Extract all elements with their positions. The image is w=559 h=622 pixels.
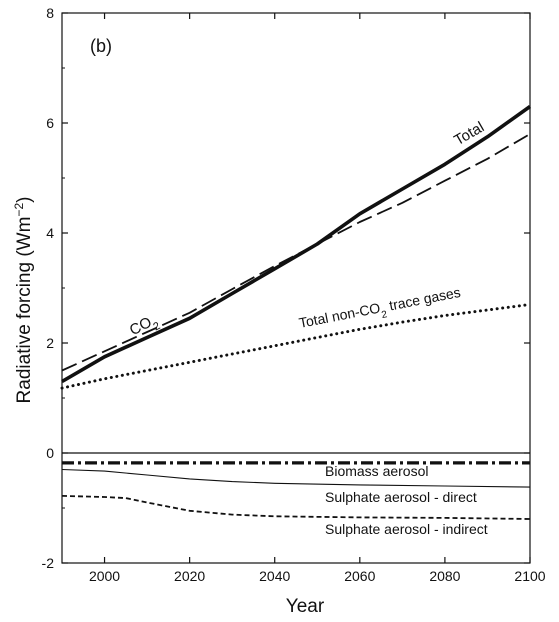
series-line-total-non-co2-trace-gases bbox=[60, 303, 532, 390]
biomass-label: Biomass aerosol bbox=[325, 463, 429, 479]
x-axis-label: Year bbox=[286, 596, 325, 617]
series-layer bbox=[60, 105, 532, 520]
co2-label-sub: 2 bbox=[151, 320, 162, 333]
series-line-sulphate-aerosol-direct bbox=[61, 468, 531, 488]
sulphate-indirect-label: Sulphate aerosol - indirect bbox=[325, 521, 488, 537]
plot-frame bbox=[61, 12, 531, 564]
y-tick-label: 0 bbox=[46, 445, 54, 461]
non-co2-label-post: trace gases bbox=[384, 284, 462, 314]
series-line-total bbox=[61, 105, 532, 384]
non-co2-label: Total non-CO2 trace gases bbox=[298, 284, 463, 336]
y-axis-label-sup: −2 bbox=[12, 203, 26, 217]
x-tick-label: 2020 bbox=[174, 568, 205, 584]
y-axis-label: Radiative forcing (Wm−2) bbox=[12, 197, 35, 404]
y-tick-label: 2 bbox=[46, 335, 54, 351]
x-tick-label: 2100 bbox=[514, 568, 545, 584]
x-tick-label: 2000 bbox=[89, 568, 120, 584]
y-tick-label: 6 bbox=[46, 115, 54, 131]
y-tick-label: 4 bbox=[46, 225, 54, 241]
x-tick-label: 2040 bbox=[259, 568, 290, 584]
non-co2-label-sub: 2 bbox=[380, 309, 388, 321]
y-axis-label-close: ) bbox=[14, 197, 35, 203]
y-axis-label-main: Radiative forcing (Wm bbox=[14, 217, 35, 404]
panel-label: (b) bbox=[90, 36, 112, 56]
total-label: Total bbox=[451, 119, 487, 150]
labels: (b) Year Radiative forcing (Wm−2) Total … bbox=[12, 36, 488, 617]
x-tick-label: 2060 bbox=[344, 568, 375, 584]
x-tick-label: 2080 bbox=[429, 568, 460, 584]
non-co2-label-pre: Total non-CO bbox=[298, 299, 382, 330]
y-tick-label: 8 bbox=[46, 5, 54, 21]
axes: 2000 2020 2040 2060 2080 2100 -2 0 2 4 6 8 bbox=[42, 5, 546, 584]
sulphate-direct-label: Sulphate aerosol - direct bbox=[325, 489, 477, 505]
y-tick-label: -2 bbox=[42, 555, 55, 571]
